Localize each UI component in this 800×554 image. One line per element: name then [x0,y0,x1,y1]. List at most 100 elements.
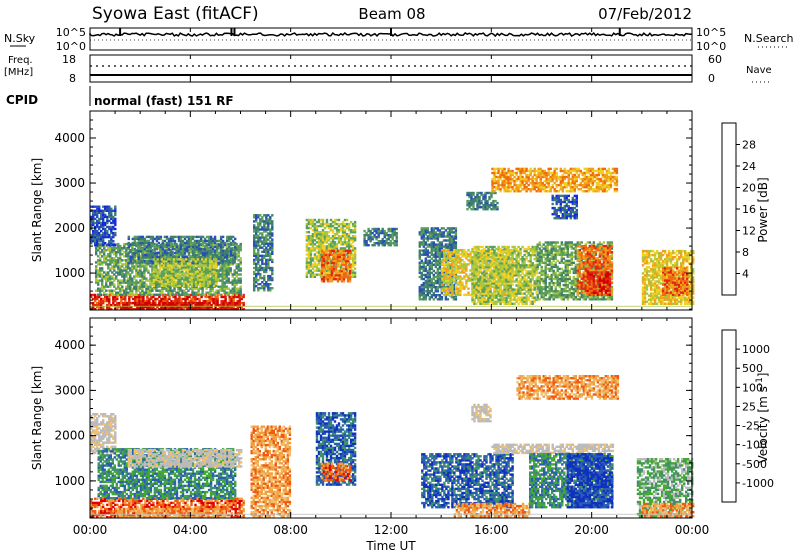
heatmap-cell [90,223,93,227]
heatmap-cell [109,269,112,272]
heatmap-cell [317,237,321,240]
heatmap-cell [449,263,452,266]
heatmap-cell [365,233,368,237]
heatmap-cell [259,220,262,223]
heatmap-cell [434,294,437,297]
heatmap-cell [326,276,330,279]
heatmap-cell [322,255,326,259]
heatmap-cell [309,239,313,242]
heatmap-cell [348,272,352,275]
heatmap-cell [238,301,241,305]
heatmap-cell [126,305,129,309]
heatmap-cell [333,218,337,222]
heatmap-cell [177,253,181,257]
heatmap-cell [159,253,162,256]
heatmap-cell [418,269,421,273]
heatmap-cell [457,261,460,264]
heatmap-cell [418,255,421,258]
heatmap-cell [185,249,189,253]
heatmap-cell [345,245,349,248]
heatmap-cell [106,205,109,208]
heatmap-cell [225,277,228,280]
heatmap-cell [131,277,134,280]
heatmap-cell [149,293,152,296]
heatmap-cell [98,233,101,237]
heatmap-cell [418,231,421,234]
heatmap-cell [438,249,442,252]
heatmap-cell [186,262,190,265]
heatmap-cell [216,297,219,301]
heatmap-cell [436,279,440,283]
heatmap-cell [103,291,106,294]
heatmap-cell [225,265,228,268]
heatmap-cell [457,281,460,284]
heatmap-cell [149,281,152,284]
heatmap-cell [181,243,185,247]
heatmap-cell [175,235,179,239]
heatmap-cell [267,226,270,229]
heatmap-cell [265,285,268,288]
heatmap-cell [122,308,125,311]
heatmap-cell [106,235,109,239]
heatmap-cell [333,241,337,244]
heatmap-cell [199,249,203,253]
heatmap-cell [420,275,423,279]
heatmap-cell [307,222,311,226]
heatmap-cell [422,237,425,240]
heatmap-cell [224,303,227,307]
heatmap-cell [169,251,173,255]
heatmap-cell [121,285,124,288]
heatmap-cell [313,249,317,252]
heatmap-cell [269,266,272,270]
heatmap-cell [438,267,442,271]
heatmap-cell [125,253,128,256]
heatmap-cell [204,295,207,299]
heatmap-cell [263,244,266,247]
heatmap-cell [111,261,114,264]
heatmap-cell [104,233,107,237]
heatmap-cell [139,269,142,272]
heatmap-cell [143,253,147,257]
heatmap-cell [253,287,256,290]
heatmap-cell [237,269,240,272]
heatmap-cell [311,271,315,274]
heatmap-cell [108,207,111,210]
heatmap-cell [420,241,423,244]
heatmap-cell [154,268,158,271]
heatmap-cell [451,267,454,270]
heatmap-cell [219,287,222,290]
heatmap-cell [353,275,357,278]
heatmap-cell [199,251,203,255]
heatmap-cell [94,211,97,214]
heatmap-cell [459,263,462,266]
heatmap-cell [221,275,224,278]
heatmap-cell [148,308,151,311]
heatmap-cell [353,239,357,242]
heatmap-cell [330,272,334,275]
heatmap-cell [210,276,214,279]
heatmap-cell [451,265,454,268]
heatmap-cell [105,283,108,286]
heatmap-cell [125,281,128,284]
heatmap-cell [103,275,106,278]
heatmap-cell [151,256,155,259]
heatmap-cell [198,272,202,275]
heatmap-cell [234,241,237,245]
heatmap-cell [265,254,268,257]
heatmap-cell [186,274,190,277]
heatmap-cell [452,253,456,256]
heatmap-cell [102,305,105,309]
heatmap-cell [191,260,195,263]
heatmap-cell [232,260,235,263]
heatmap-cell [123,259,126,262]
heatmap-cell [100,223,103,227]
heatmap-cell [181,256,185,259]
heatmap-cell [348,274,352,277]
heatmap-cell [102,299,105,303]
heatmap-cell [105,255,108,258]
heatmap-cell [379,231,382,235]
heatmap-cell [267,266,270,270]
heatmap-cell [265,250,268,253]
heatmap-cell [135,241,139,245]
heatmap-cell [213,291,216,294]
